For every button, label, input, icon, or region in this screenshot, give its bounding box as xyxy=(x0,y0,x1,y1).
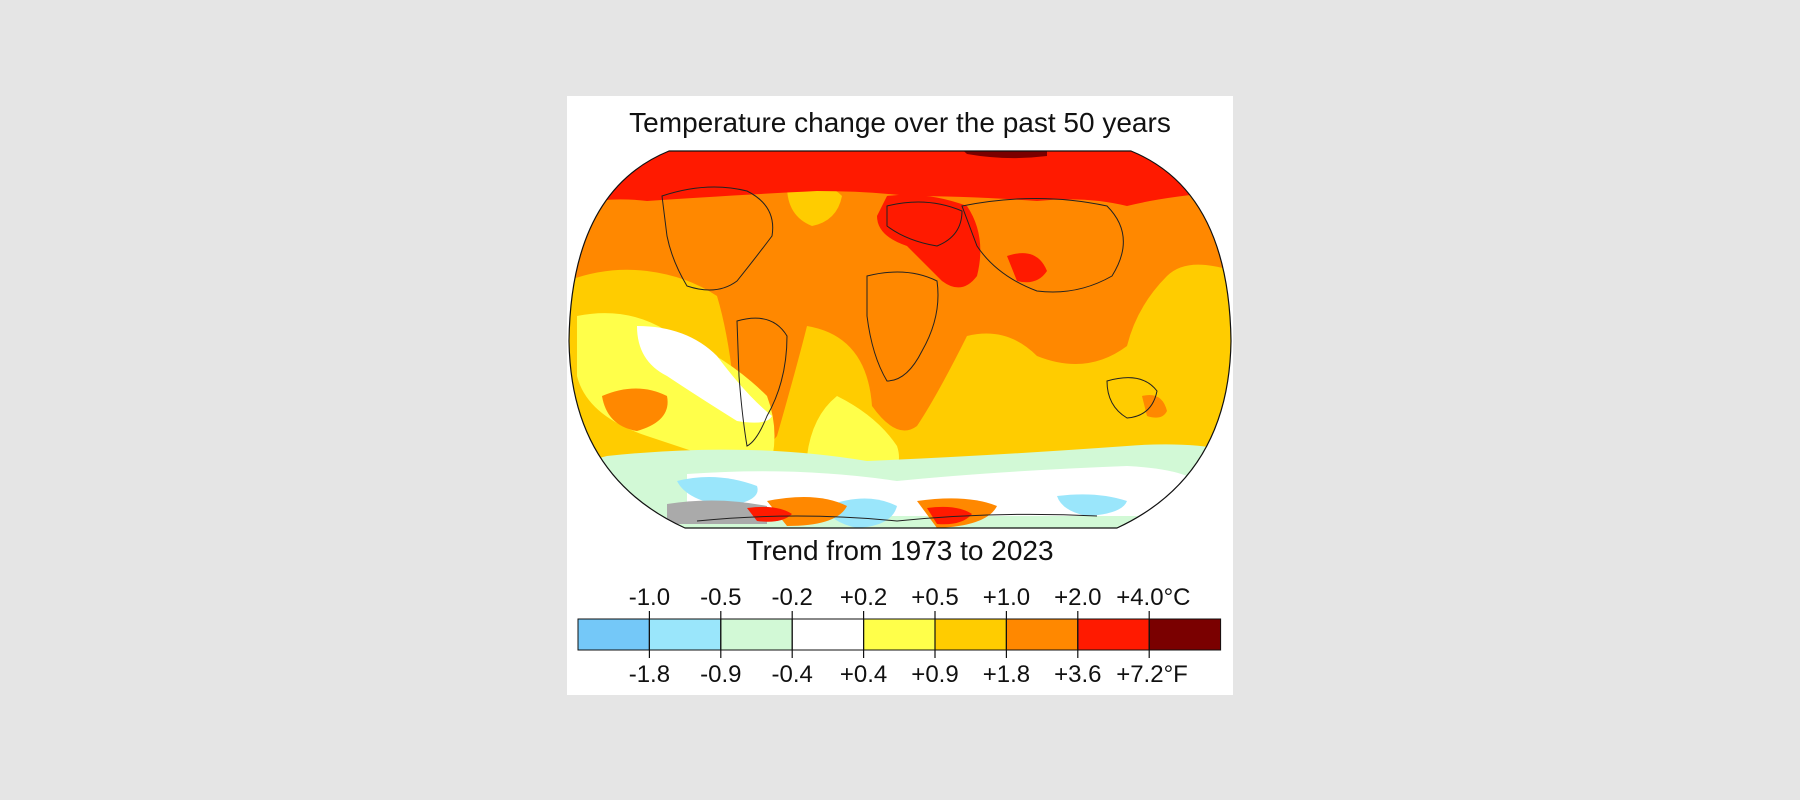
north-america-outline xyxy=(661,186,774,291)
globe-border xyxy=(568,150,1232,529)
legend-celsius-label: +1.0 xyxy=(983,584,1030,611)
southern-cooling-east xyxy=(1057,494,1127,516)
south-america-outline xyxy=(736,317,788,447)
legend-fahrenheit-label: +3.6 xyxy=(1054,661,1101,688)
legend-fahrenheit-label: -0.9 xyxy=(700,661,741,688)
legend-color-box xyxy=(1148,618,1222,651)
trend-subtitle: Trend from 1973 to 2023 xyxy=(746,535,1054,566)
legend-color-box xyxy=(791,618,865,651)
no-data-region xyxy=(667,500,767,524)
legend-color-box xyxy=(934,618,1007,651)
legend-fahrenheit-label: +0.4 xyxy=(840,661,887,688)
legend-color-box xyxy=(1005,618,1079,651)
africa-outline xyxy=(866,271,939,382)
asia-outline xyxy=(961,198,1124,293)
world-map xyxy=(568,150,1232,529)
asia-strong-warming xyxy=(1007,253,1047,283)
antarctica-strong-warming xyxy=(747,506,792,522)
legend-color-box xyxy=(1077,618,1150,651)
figure-panel: Temperature change over the past 50 year… xyxy=(567,96,1233,695)
legend-fahrenheit-label: +7.2°F xyxy=(1116,661,1188,688)
legend-fahrenheit-label: +0.9 xyxy=(911,661,958,688)
legend-color-box xyxy=(648,618,722,651)
east-pacific-yellow xyxy=(577,313,775,476)
legend-celsius-label: -0.2 xyxy=(772,584,813,611)
legend-color-box xyxy=(720,618,793,651)
legend-celsius-labels: -1.0 -0.5 -0.2 +0.2 +0.5 +1.0 +2.0 +4.0°C xyxy=(629,584,1191,611)
legend-color-box xyxy=(577,618,650,651)
southern-cooling-west xyxy=(677,477,758,506)
temperature-field xyxy=(569,151,1231,528)
south-pacific-warm xyxy=(602,388,668,431)
legend-celsius-label: +4.0°C xyxy=(1116,584,1190,611)
legend-celsius-label: -0.5 xyxy=(700,584,741,611)
antarctica-red-east xyxy=(927,506,972,525)
color-scale-legend: -1.0 -0.5 -0.2 +0.2 +0.5 +1.0 +2.0 +4.0°C -1.8-… xyxy=(577,584,1222,688)
antarctica-outline xyxy=(696,513,1098,522)
legend-celsius-label: +0.5 xyxy=(911,584,958,611)
legend-celsius-label: +2.0 xyxy=(1054,584,1101,611)
antarctic-peninsula-warm xyxy=(767,497,847,526)
legend-celsius-label: -1.0 xyxy=(629,584,670,611)
legend-color-boxes xyxy=(577,611,1222,658)
legend-fahrenheit-labels: -1.8 -0.9 -0.4 +0.4 +0.9 +1.8 +3.6 +7.2°F xyxy=(629,661,1188,688)
australia-outline xyxy=(1106,377,1158,419)
europe-outline xyxy=(886,201,963,247)
north-atlantic-yellow xyxy=(787,182,842,226)
tropical-pacific-neutral xyxy=(637,326,772,423)
europe-strong-warming xyxy=(877,194,981,288)
legend-color-box xyxy=(863,618,936,651)
arctic-extreme-warming xyxy=(947,151,1047,159)
legend-fahrenheit-label: -1.8 xyxy=(629,661,670,688)
figure-title: Temperature change over the past 50 year… xyxy=(629,107,1171,138)
legend-fahrenheit-label: +1.8 xyxy=(983,661,1030,688)
australia-warm xyxy=(1142,395,1167,418)
continent-outlines xyxy=(661,186,1158,522)
legend-fahrenheit-label: -0.4 xyxy=(772,661,813,688)
legend-celsius-label: +0.2 xyxy=(840,584,887,611)
